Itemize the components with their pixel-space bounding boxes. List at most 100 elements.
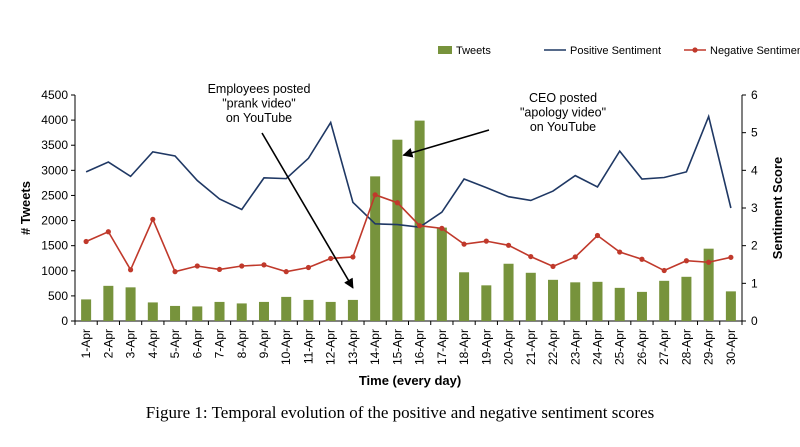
x-tick-label: 6-Apr <box>190 329 204 358</box>
negative-sentiment-point <box>528 253 534 260</box>
bar-tweets <box>481 285 492 321</box>
bar-tweets <box>614 287 625 321</box>
y-tick-label-left: 2000 <box>41 214 68 228</box>
annotations-layer: Employees posted"prank video"on YouTubeC… <box>208 82 606 289</box>
negative-sentiment-point <box>216 266 223 272</box>
bar-tweets <box>459 272 470 321</box>
x-tick-label: 23-Apr <box>568 329 582 365</box>
x-tick-label: 27-Apr <box>657 329 671 365</box>
x-tick-label: 12-Apr <box>324 329 338 365</box>
x-tick-label: 8-Apr <box>235 329 249 358</box>
x-tick-label: 5-Apr <box>168 329 182 358</box>
axes-layer: 0500100015002000250030003500400045000123… <box>41 88 758 365</box>
annotation-1-line: Employees posted <box>208 82 311 96</box>
bar-tweets <box>570 282 581 321</box>
annotation-2-line: CEO posted <box>529 91 597 105</box>
bar-tweets <box>303 299 314 321</box>
y-tick-label-right: 1 <box>751 276 758 290</box>
negative-sentiment-line <box>85 193 732 273</box>
negative-sentiment-point <box>550 263 556 269</box>
negative-sentiment-point <box>706 259 712 265</box>
negative-sentiment-point <box>127 267 134 273</box>
x-axis-title: Time (every day) <box>359 373 461 388</box>
annotation-2-arrow <box>402 129 490 158</box>
annotation-1-arrow <box>261 132 354 289</box>
x-tick-label: 11-Apr <box>301 329 315 364</box>
negative-sentiment-point <box>350 254 356 260</box>
positive-sentiment-line <box>85 113 732 229</box>
bar-tweets <box>281 296 292 321</box>
bar-tweets <box>636 291 647 321</box>
negative-sentiment-point <box>283 269 289 275</box>
bar-tweets <box>347 299 358 321</box>
y-tick-label-left: 3500 <box>41 138 68 152</box>
negative-sentiment-point <box>661 267 667 274</box>
figure-caption: Figure 1: Temporal evolution of the posi… <box>146 403 654 422</box>
annotation-2-line: "apology video" <box>520 106 606 120</box>
negative-sentiment-point <box>617 249 623 255</box>
bar-tweets <box>681 276 692 321</box>
bar-tweets <box>147 302 158 321</box>
bar-tweets <box>258 301 269 321</box>
legend-marker-negative <box>692 47 698 53</box>
negative-sentiment-point <box>194 263 200 269</box>
y-tick-label-left: 4500 <box>41 88 68 102</box>
negative-sentiment-point <box>417 223 423 229</box>
lines-layer <box>83 113 734 275</box>
y-tick-label-right: 4 <box>751 163 758 177</box>
legend-swatch-tweets <box>438 46 452 54</box>
bar-tweets <box>592 281 603 321</box>
negative-sentiment-point <box>305 264 312 271</box>
legend-label-positive: Positive Sentiment <box>570 45 661 57</box>
negative-sentiment-point <box>683 258 690 264</box>
legend-label-tweets: Tweets <box>456 45 491 57</box>
x-tick-label: 15-Apr <box>390 329 404 365</box>
bar-tweets <box>525 272 536 321</box>
legend: Tweets Positive Sentiment Negative Sentime… <box>438 45 800 57</box>
x-tick-label: 16-Apr <box>413 329 427 365</box>
x-tick-label: 3-Apr <box>124 329 138 358</box>
legend-label-negative: Negative Sentiment <box>710 45 800 57</box>
negative-sentiment-point <box>150 216 156 222</box>
y-axis-left-title: # Tweets <box>18 181 33 235</box>
x-tick-label: 14-Apr <box>368 329 382 365</box>
x-tick-label: 2-Apr <box>101 329 115 358</box>
y-axis-right-title: Sentiment Score <box>770 157 785 260</box>
annotation-1-line: on YouTube <box>226 111 292 125</box>
x-tick-label: 26-Apr <box>635 329 649 365</box>
bar-tweets <box>192 306 203 321</box>
y-tick-label-left: 500 <box>48 289 68 303</box>
y-tick-label-right: 0 <box>751 314 758 328</box>
x-tick-label: 13-Apr <box>346 329 360 365</box>
bar-tweets <box>725 291 736 321</box>
x-tick-label: 22-Apr <box>546 329 560 365</box>
negative-sentiment-point <box>239 263 245 269</box>
y-tick-label-right: 3 <box>751 201 758 215</box>
x-tick-label: 9-Apr <box>257 329 271 358</box>
x-tick-label: 28-Apr <box>679 329 693 365</box>
negative-sentiment-point <box>639 256 645 262</box>
x-tick-label: 19-Apr <box>479 329 493 365</box>
bar-tweets <box>125 287 136 321</box>
negative-sentiment-point <box>461 241 467 247</box>
y-tick-label-left: 2500 <box>41 188 68 202</box>
negative-sentiment-point <box>328 255 334 262</box>
y-tick-label-left: 1000 <box>41 264 68 278</box>
bar-tweets <box>81 299 92 321</box>
negative-sentiment-point <box>572 254 578 260</box>
negative-sentiment-point <box>483 238 489 244</box>
y-tick-label-right: 6 <box>751 88 758 102</box>
bar-tweets <box>548 279 559 321</box>
labels-layer: # Tweets Sentiment Score Time (every day… <box>18 157 785 422</box>
negative-sentiment-point <box>261 262 267 268</box>
x-tick-label: 25-Apr <box>613 329 627 365</box>
y-tick-label-left: 3000 <box>41 163 68 177</box>
negative-sentiment-point <box>105 229 111 235</box>
x-tick-label: 10-Apr <box>279 329 293 365</box>
negative-sentiment-point <box>505 242 512 248</box>
x-tick-label: 20-Apr <box>502 329 516 365</box>
bar-tweets <box>103 285 114 321</box>
bar-tweets <box>659 280 670 321</box>
negative-sentiment-point <box>394 200 400 206</box>
